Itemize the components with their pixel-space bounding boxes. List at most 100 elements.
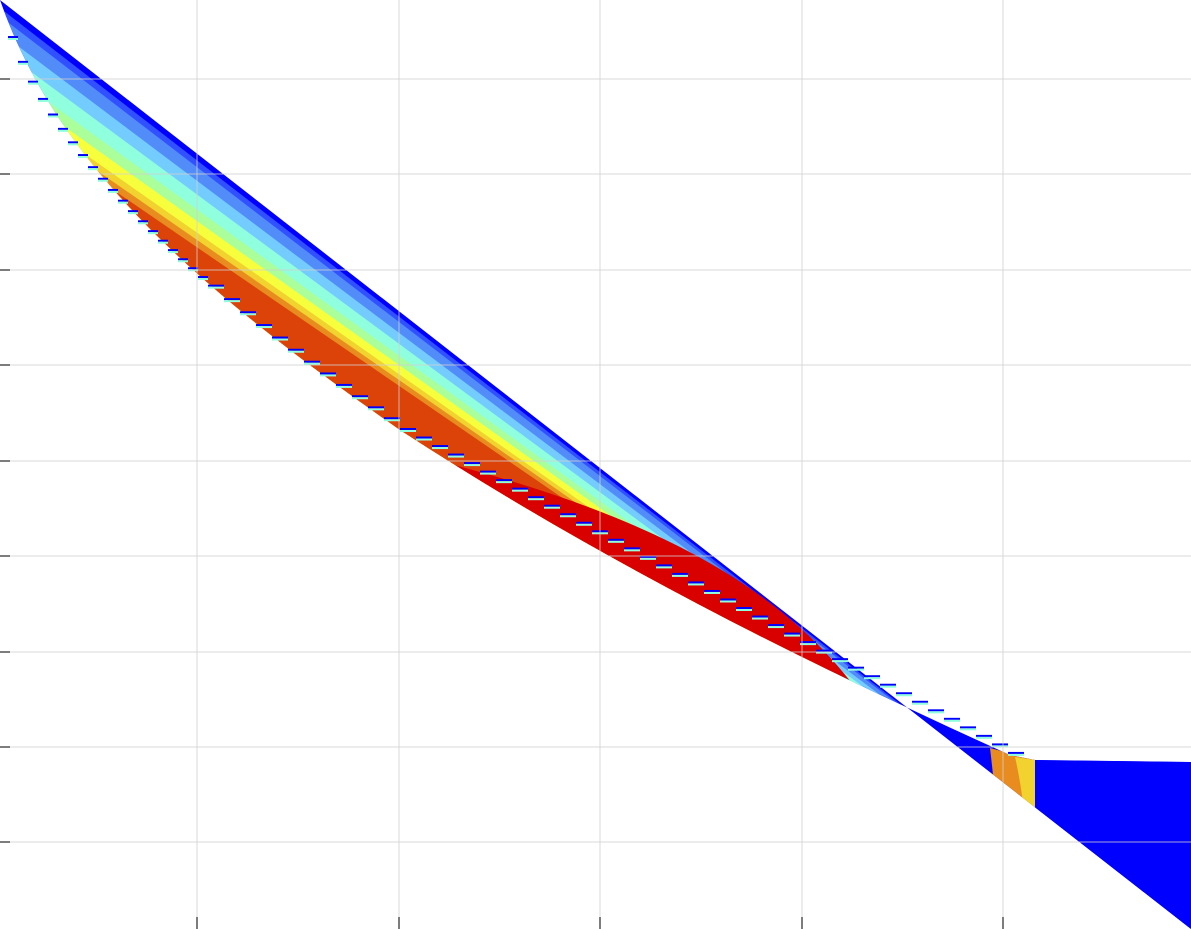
boundary-step [188, 267, 198, 270]
boundary-step [138, 220, 148, 223]
boundary-step [38, 97, 48, 100]
boundary-step-fill [88, 168, 98, 171]
boundary-step [528, 496, 544, 499]
boundary-step [848, 666, 864, 669]
boundary-step [148, 230, 158, 233]
boundary-step-fill [832, 660, 848, 663]
boundary-step-fill [336, 385, 352, 388]
boundary-step-fill [240, 313, 256, 316]
boundary-step-fill [960, 728, 976, 731]
boundary-step-fill [688, 583, 704, 586]
axis-ticks [0, 78, 1004, 929]
boundary-step-fill [464, 464, 480, 467]
boundary-step [352, 395, 368, 398]
boundary-step-fill [108, 190, 118, 193]
boundary-step [624, 547, 640, 550]
boundary-step [912, 700, 928, 703]
boundary-step [198, 276, 208, 279]
boundary-step [304, 360, 320, 363]
boundary-step-fill [560, 515, 576, 518]
boundary-step [256, 324, 272, 327]
boundary-step-fill [672, 574, 688, 577]
boundary-step-fill [384, 419, 400, 422]
boundary-step [880, 683, 896, 686]
boundary-step-fill [58, 129, 68, 132]
boundary-step-fill [768, 626, 784, 629]
boundary-step [544, 504, 560, 507]
boundary-step-fill [208, 286, 224, 289]
boundary-step [688, 581, 704, 584]
boundary-step [336, 383, 352, 386]
boundary-step-fill [880, 685, 896, 688]
boundary-step [496, 479, 512, 482]
boundary-step-fill [272, 338, 288, 341]
boundary-step-fill [720, 600, 736, 603]
boundary-step-fill [736, 609, 752, 612]
boundary-step [656, 564, 672, 567]
boundary-step-fill [864, 677, 880, 680]
boundary-step-fill [816, 651, 832, 654]
boundary-step [720, 598, 736, 601]
boundary-step-fill [128, 212, 138, 215]
boundary-step [272, 336, 288, 339]
boundary-step-fill [48, 115, 58, 118]
boundary-step [800, 641, 816, 644]
boundary-step-fill [68, 143, 78, 146]
boundary-step [576, 521, 592, 524]
boundary-step [240, 311, 256, 314]
boundary-step-fill [528, 498, 544, 501]
boundary-step-fill [178, 260, 188, 263]
boundary-step [8, 36, 18, 39]
boundary-step [784, 632, 800, 635]
boundary-step-fill [98, 179, 108, 182]
boundary-step [640, 555, 656, 558]
boundary-step [752, 615, 768, 618]
boundary-step-fill [416, 438, 432, 441]
boundary-step [736, 607, 752, 610]
boundary-step-fill [624, 549, 640, 552]
boundary-step [416, 436, 432, 439]
boundary-step [448, 453, 464, 456]
boundary-step [976, 734, 992, 737]
boundary-step-fill [496, 481, 512, 484]
boundary-step-fill [608, 540, 624, 543]
boundary-step [704, 589, 720, 592]
boundary-step [512, 487, 528, 490]
boundary-step-fill [896, 694, 912, 697]
boundary-step-fill [224, 300, 240, 303]
boundary-step [88, 166, 98, 169]
boundary-step [832, 658, 848, 661]
boundary-step-fill [576, 523, 592, 526]
boundary-step [400, 428, 416, 430]
boundary-step-fill [848, 668, 864, 671]
boundary-step-fill [118, 201, 128, 204]
boundary-step-fill [912, 702, 928, 705]
boundary-step-fill [512, 489, 528, 492]
boundary-step [560, 513, 576, 516]
boundary-step-fill [138, 222, 148, 225]
boundary-step-fill [656, 566, 672, 569]
boundary-step-fill [320, 374, 336, 377]
boundary-step [464, 462, 480, 465]
boundary-step-fill [400, 430, 416, 432]
boundary-step [672, 572, 688, 575]
boundary-step [480, 470, 496, 473]
boundary-step [68, 141, 78, 144]
boundary-step-fill [704, 591, 720, 594]
boundary-step [98, 177, 108, 180]
boundary-step [1008, 751, 1024, 754]
boundary-step [368, 406, 384, 409]
boundary-step-fill [432, 447, 448, 450]
boundary-step [288, 348, 304, 351]
boundary-step-fill [544, 506, 560, 509]
boundary-step-fill [368, 408, 384, 411]
boundary-step [896, 692, 912, 695]
boundary-step [118, 199, 128, 202]
boundary-step [608, 538, 624, 541]
boundary-step [320, 372, 336, 375]
boundary-step-fill [148, 232, 158, 235]
boundary-step [960, 726, 976, 729]
boundary-step [28, 80, 38, 83]
boundary-step [58, 127, 68, 130]
